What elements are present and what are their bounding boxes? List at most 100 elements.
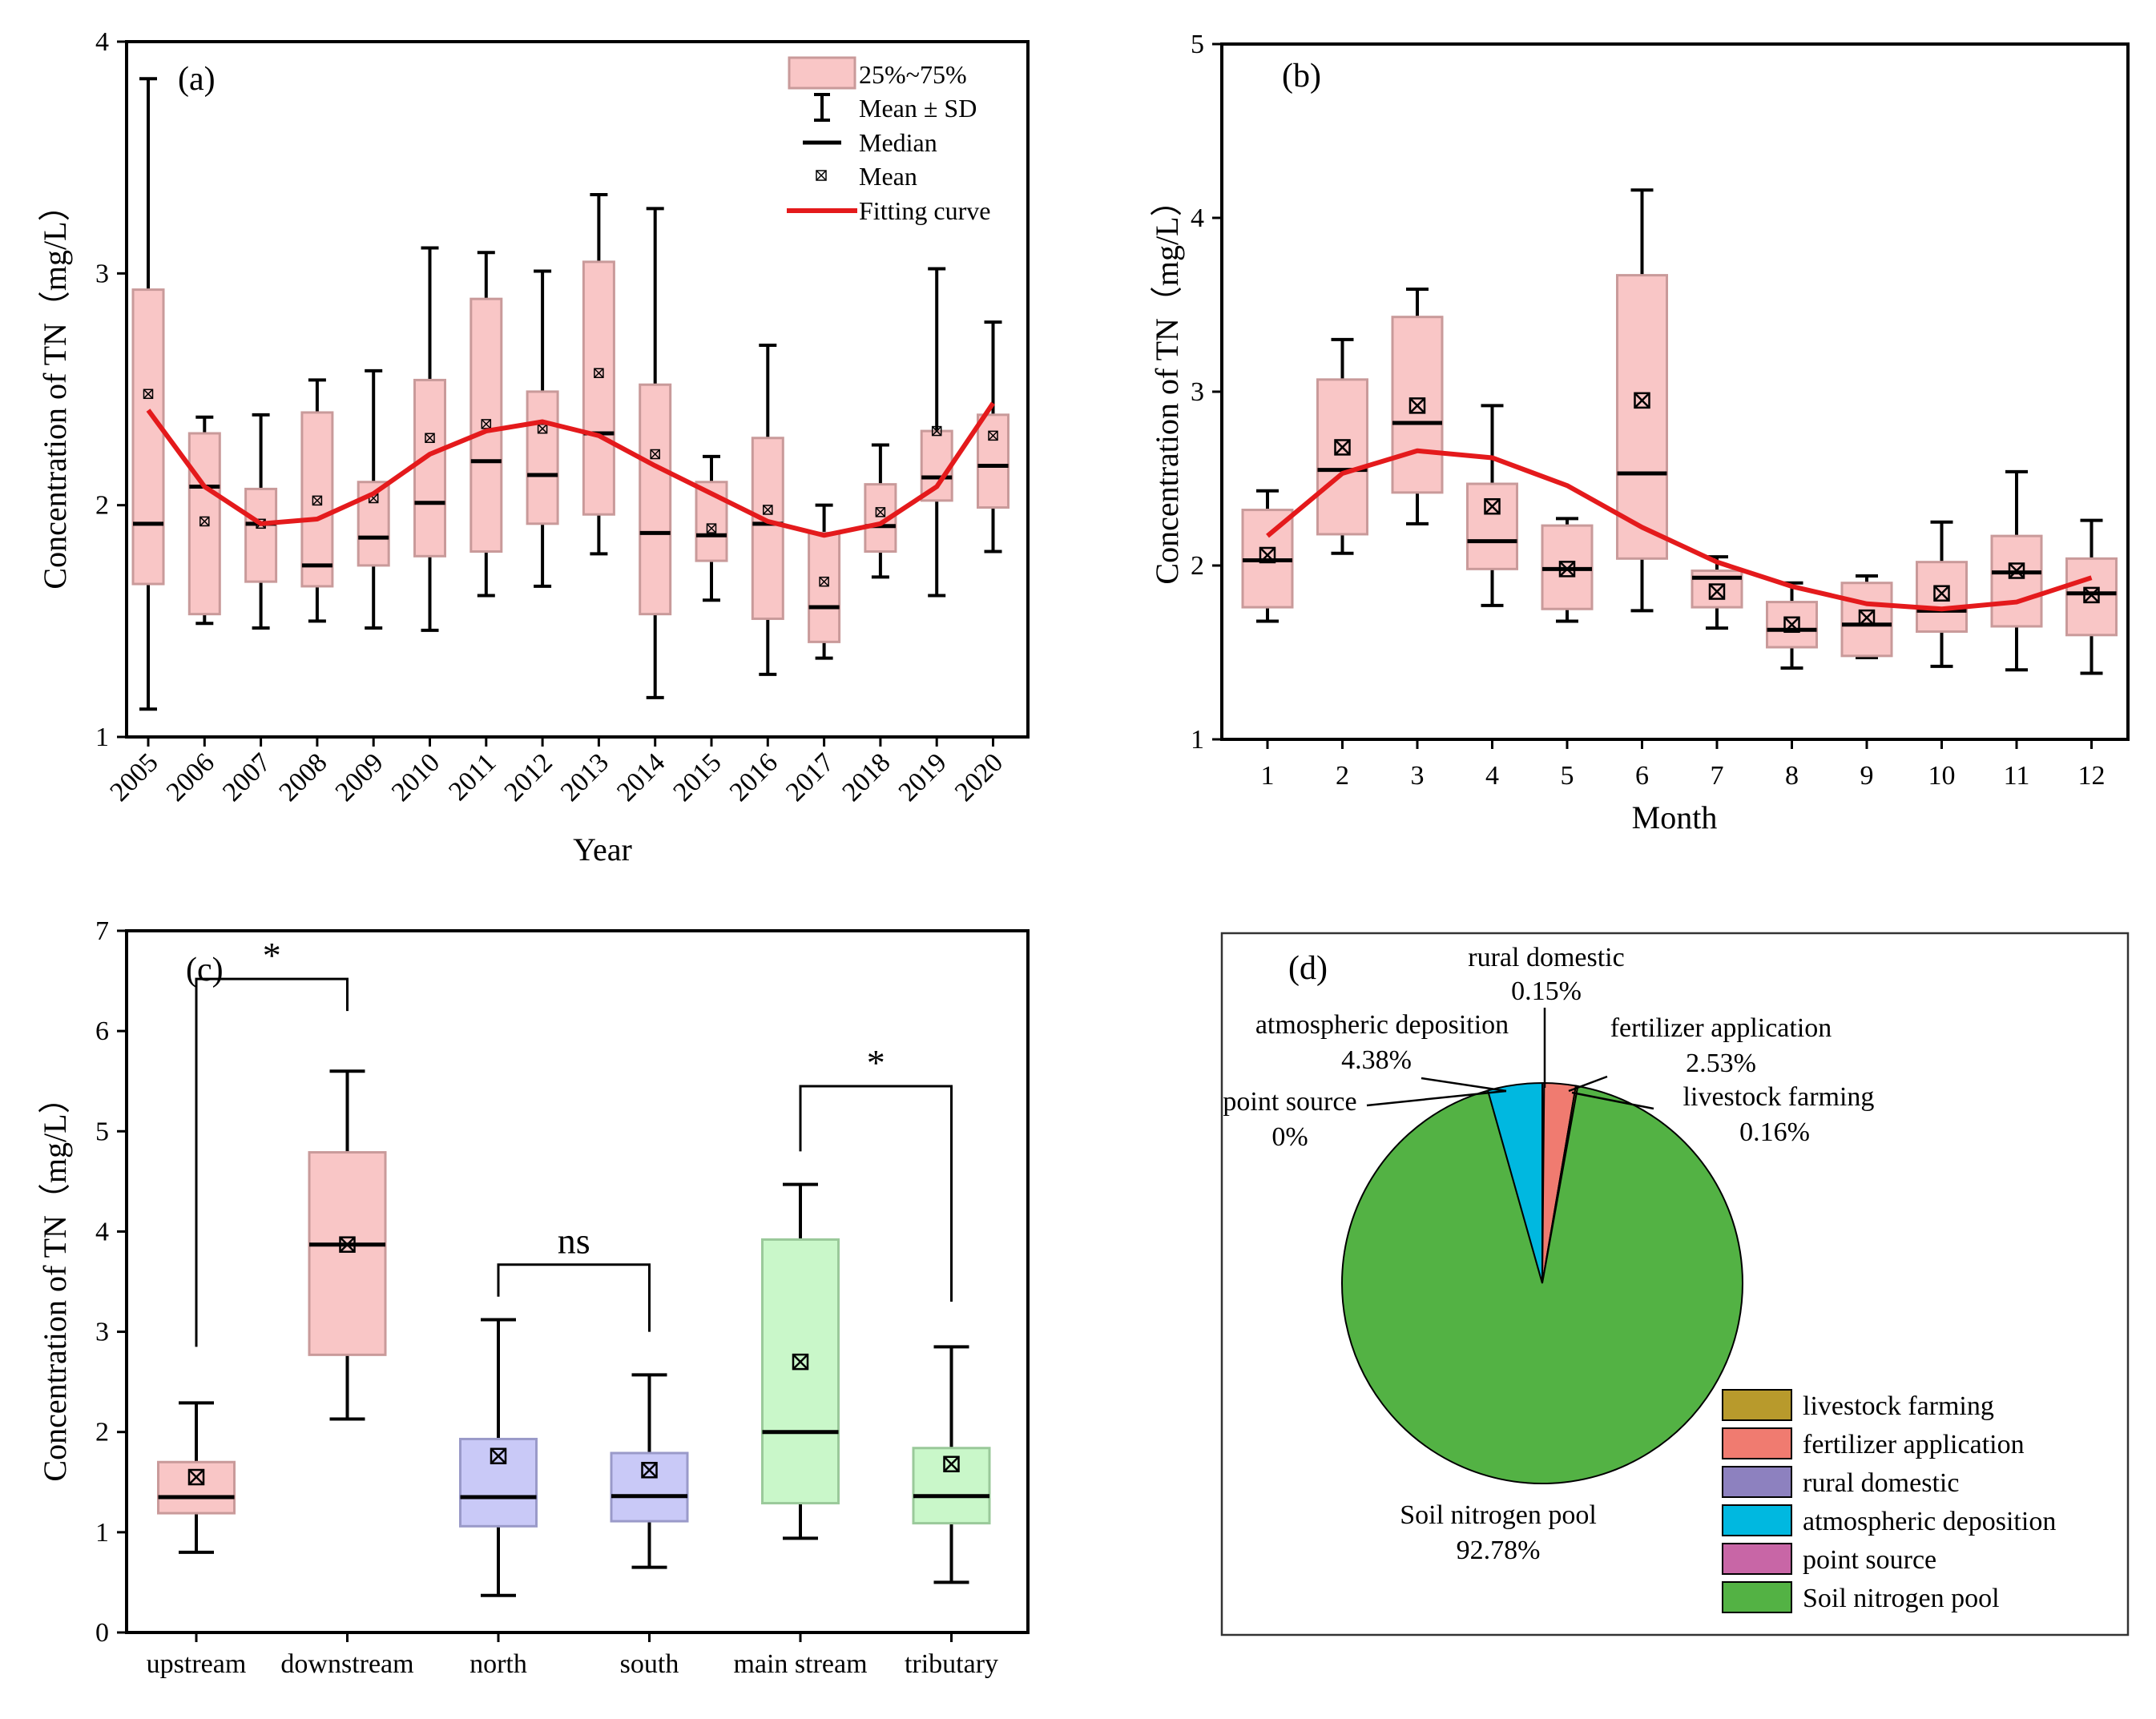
slice-label-atmospheric-deposition: atmospheric deposition bbox=[1255, 1010, 1509, 1040]
mean-marker bbox=[650, 449, 660, 460]
iqr-box bbox=[413, 378, 446, 558]
mean-marker-cross bbox=[594, 368, 604, 378]
legend-label: rural domestic bbox=[1803, 1468, 1959, 1498]
panel-a-tag: (a) bbox=[178, 61, 216, 98]
x-tick-label: north bbox=[469, 1649, 527, 1679]
mean-marker-cross bbox=[1783, 616, 1800, 633]
legend-sd-label: Mean ± SD bbox=[859, 94, 977, 123]
box-2018 bbox=[864, 443, 897, 579]
leader-atmospheric-deposition bbox=[1421, 1077, 1507, 1093]
iqr-box bbox=[920, 429, 953, 502]
box-2011 bbox=[469, 251, 503, 598]
panel-d-tag: (d) bbox=[1288, 950, 1328, 987]
panel-d-pie bbox=[1341, 1081, 1743, 1484]
iqr-box bbox=[751, 437, 784, 620]
significance-bracket bbox=[799, 1085, 953, 1302]
x-tick-label: 2018 bbox=[836, 747, 896, 807]
fitting-curve-line bbox=[146, 401, 995, 538]
iqr-box bbox=[1840, 582, 1893, 658]
box-2008 bbox=[300, 378, 334, 623]
leader-point-source bbox=[1366, 1089, 1507, 1107]
x-tick-label: 2016 bbox=[724, 747, 784, 807]
legend-sd-symbol bbox=[814, 93, 830, 122]
panel-d-legend: livestock farming fertilizer application r… bbox=[1722, 1389, 2056, 1613]
panel-b-x-label: Month bbox=[1632, 799, 1718, 835]
significance-label: ns bbox=[558, 1221, 590, 1262]
legend-label: fertilizer application bbox=[1803, 1430, 2025, 1459]
x-tick-label: 9 bbox=[1860, 761, 1874, 791]
iqr-box bbox=[1916, 561, 1968, 633]
iqr-box bbox=[1466, 482, 1518, 570]
iqr-box bbox=[582, 260, 615, 516]
slice-value-soil-nitrogen-pool: 92.78% bbox=[1457, 1536, 1541, 1565]
slice-label-fertilizer-application: fertilizer application bbox=[1610, 1013, 1832, 1043]
mean-marker bbox=[2008, 562, 2025, 579]
x-tick-label: 2020 bbox=[949, 747, 1009, 807]
mean-marker bbox=[199, 516, 210, 527]
mean-marker-cross bbox=[1334, 439, 1351, 456]
y-tick-label: 6 bbox=[95, 1017, 109, 1046]
x-tick-label: 2014 bbox=[611, 747, 671, 807]
mean-marker bbox=[1259, 546, 1276, 564]
mean-marker-cross bbox=[932, 426, 942, 437]
y-tick-label: 0 bbox=[95, 1618, 109, 1648]
box-2013 bbox=[582, 192, 615, 556]
box-2 bbox=[1316, 337, 1368, 555]
iqr-box bbox=[131, 288, 165, 586]
mean-marker bbox=[1634, 392, 1650, 409]
significance-label: * bbox=[867, 1042, 885, 1083]
mean-marker-cross bbox=[2009, 562, 2025, 579]
mean-marker bbox=[1408, 397, 1426, 414]
box-2010 bbox=[413, 246, 446, 632]
mean-marker-cross bbox=[819, 577, 829, 587]
mean-marker bbox=[490, 1447, 507, 1464]
panel-b-y-axis: 1 2 3 4 5 bbox=[1191, 30, 1222, 755]
y-tick-label: 5 bbox=[95, 1117, 109, 1146]
mean-marker bbox=[706, 523, 717, 533]
y-tick-label: 4 bbox=[1191, 203, 1204, 233]
mean-marker-cross bbox=[1709, 583, 1725, 600]
y-tick-label: 4 bbox=[95, 1217, 109, 1246]
box-4 bbox=[1466, 404, 1518, 607]
y-tick-label: 5 bbox=[1191, 30, 1204, 59]
x-tick-label: 2017 bbox=[780, 747, 840, 807]
mean-marker bbox=[1708, 583, 1726, 600]
x-tick-label: tributary bbox=[905, 1649, 998, 1679]
legend-median-label: Median bbox=[859, 128, 937, 157]
panel-a-frame bbox=[125, 40, 1030, 739]
y-tick-label: 4 bbox=[95, 27, 109, 57]
iqr-box bbox=[300, 411, 334, 588]
box-downstream bbox=[308, 1069, 387, 1421]
mean-marker bbox=[875, 507, 886, 517]
x-tick-label: 5 bbox=[1561, 761, 1574, 791]
x-tick-label: 2015 bbox=[667, 747, 727, 807]
x-tick-label: 2 bbox=[1336, 761, 1349, 791]
panel-b-fitting-curve bbox=[1266, 448, 2093, 612]
iqr-box bbox=[1316, 378, 1368, 536]
x-tick-label: 7 bbox=[1711, 761, 1724, 791]
box-2012 bbox=[526, 269, 559, 588]
x-tick-label: 2011 bbox=[443, 747, 502, 806]
x-tick-label: 1 bbox=[1261, 761, 1275, 791]
mean-marker-cross bbox=[1484, 498, 1501, 515]
iqr-box bbox=[912, 1447, 991, 1525]
panel-d-frame bbox=[1220, 932, 2130, 1636]
iqr-box bbox=[526, 390, 559, 525]
mean-marker bbox=[1558, 561, 1576, 578]
pie-slice-atmospheric-deposition bbox=[1486, 1081, 1543, 1284]
legend-swatch bbox=[1722, 1504, 1792, 1536]
x-tick-label: main stream bbox=[733, 1649, 867, 1679]
legend-label: Soil nitrogen pool bbox=[1803, 1584, 2000, 1613]
y-tick-label: 1 bbox=[95, 723, 109, 752]
x-tick-label: downstream bbox=[280, 1649, 413, 1679]
leader-fertilizer-application bbox=[1568, 1075, 1608, 1093]
legend-iqr-swatch bbox=[788, 56, 856, 90]
fitting-curve-line bbox=[1266, 448, 2093, 612]
legend-label: point source bbox=[1803, 1545, 1936, 1575]
legend-swatch bbox=[1722, 1466, 1792, 1498]
mean-marker bbox=[537, 423, 548, 434]
panel-a-x-axis: 2005200620072008200920102011201220132014… bbox=[104, 737, 1009, 807]
